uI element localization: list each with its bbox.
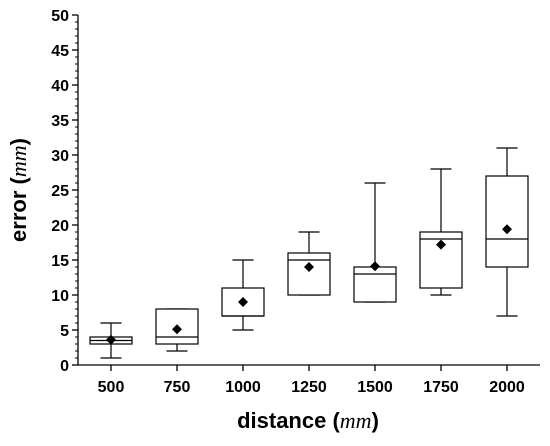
y-tick-labels: 0 5 10 15 20 25 30 35 40 45 50 — [51, 8, 69, 375]
mean-marker — [172, 324, 182, 335]
x-tick-label: 1250 — [291, 379, 327, 396]
y-tick-label: 10 — [51, 288, 69, 305]
box-iqr — [485, 175, 529, 268]
y-axis-unit-open: ( — [6, 176, 31, 190]
axes — [72, 14, 540, 371]
y-tick-label: 45 — [51, 43, 69, 60]
y-axis-unit-close: ) — [6, 138, 31, 145]
y-tick-label: 20 — [51, 218, 69, 235]
box-1000 — [221, 259, 265, 331]
y-axis-title: error (mm) — [6, 138, 31, 242]
y-tick-label: 25 — [51, 183, 69, 200]
x-axis-title: distance (mm) — [237, 408, 379, 433]
x-tick-label: 1000 — [225, 379, 261, 396]
x-tick-labels: 500 750 1000 1250 1500 1750 2000 — [98, 379, 525, 396]
y-tick-label: 15 — [51, 253, 69, 270]
x-tick-label: 2000 — [489, 379, 525, 396]
y-tick-label: 30 — [51, 148, 69, 165]
box-iqr — [353, 266, 397, 303]
box-1750 — [419, 168, 463, 296]
x-axis-label: distance — [237, 408, 326, 433]
y-tick-label: 50 — [51, 8, 69, 25]
x-tick-label: 1750 — [423, 379, 459, 396]
box-750 — [155, 308, 199, 352]
x-tick-label: 1500 — [357, 379, 393, 396]
mean-marker — [436, 239, 446, 250]
boxes — [89, 147, 529, 359]
mean-marker — [370, 261, 380, 272]
mean-marker — [502, 224, 512, 235]
y-axis-label: error — [6, 190, 31, 242]
box-iqr — [287, 252, 331, 296]
box-1250 — [287, 231, 331, 296]
box-2000 — [485, 147, 529, 317]
mean-marker — [238, 297, 248, 307]
x-axis-unit-open: ( — [326, 408, 340, 433]
y-axis-unit: mm — [6, 145, 31, 177]
mean-marker — [304, 262, 314, 272]
y-tick-label: 40 — [51, 78, 69, 95]
x-tick-label: 750 — [164, 379, 191, 396]
box-500 — [89, 322, 133, 359]
y-tick-label: 5 — [60, 323, 69, 340]
x-axis-unit: mm — [340, 408, 372, 433]
box-1500 — [353, 182, 397, 303]
x-tick-label: 500 — [98, 379, 125, 396]
x-axis-unit-close: ) — [372, 408, 379, 433]
mean-marker — [106, 334, 116, 345]
y-tick-label: 35 — [51, 113, 69, 130]
y-tick-label: 0 — [60, 358, 69, 375]
